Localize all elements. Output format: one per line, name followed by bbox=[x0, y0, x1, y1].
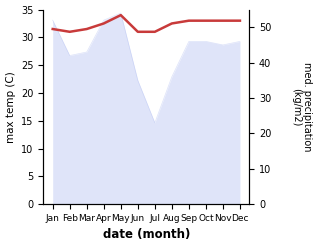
Y-axis label: max temp (C): max temp (C) bbox=[5, 71, 16, 143]
X-axis label: date (month): date (month) bbox=[103, 228, 190, 242]
Y-axis label: med. precipitation
(kg/m2): med. precipitation (kg/m2) bbox=[291, 62, 313, 152]
